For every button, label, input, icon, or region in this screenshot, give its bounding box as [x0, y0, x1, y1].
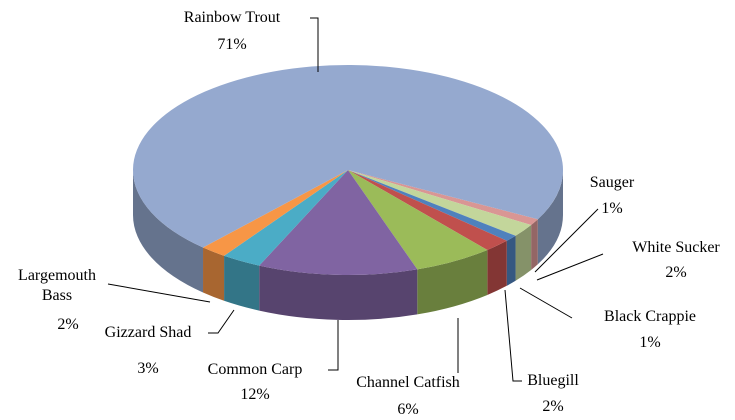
value-label: 1%: [601, 200, 623, 217]
slice: [348, 170, 507, 250]
leader-line: [310, 17, 319, 72]
leader-line: [519, 287, 573, 319]
slice: [348, 170, 516, 241]
slice: [348, 170, 532, 236]
leader-line: [534, 208, 599, 273]
category-label: White Sucker: [632, 239, 720, 256]
slice-side: [531, 219, 538, 271]
slice: [348, 170, 538, 226]
category-label: Gizzard Shad: [104, 324, 192, 341]
category-label: Black Crappie: [604, 308, 696, 325]
slice: [133, 65, 563, 248]
slice-side: [224, 255, 260, 311]
leader-line: [208, 309, 235, 334]
slice-side: [417, 249, 488, 315]
value-label: 1%: [639, 334, 661, 351]
value-label: 6%: [397, 401, 419, 418]
slice-side: [133, 170, 204, 293]
slice-side: [259, 265, 418, 321]
category-label: Common Carp: [207, 361, 303, 378]
leader-line: [107, 283, 211, 303]
value-label: 2%: [665, 264, 687, 281]
category-label: Largemouth Bass: [18, 267, 96, 304]
slice-side: [537, 170, 563, 265]
category-label: Channel Catfish: [356, 374, 460, 391]
category-label: Bluegill: [527, 372, 579, 389]
slice: [224, 170, 348, 266]
leader-line: [328, 320, 339, 371]
value-label: 12%: [240, 386, 270, 403]
leader-line: [504, 289, 522, 382]
value-label: 71%: [217, 36, 247, 53]
slice-side: [203, 247, 225, 301]
category-label: Rainbow Trout: [183, 9, 281, 26]
slice: [259, 170, 418, 276]
value-label: 2%: [57, 316, 79, 333]
leader-line: [536, 253, 604, 281]
slice-side: [515, 225, 532, 281]
value-label: 2%: [542, 398, 564, 415]
slice-side: [506, 235, 516, 286]
category-label: Sauger: [589, 174, 635, 191]
slice-side: [487, 240, 507, 295]
value-label: 3%: [137, 360, 159, 377]
slice: [203, 170, 348, 256]
slice: [348, 170, 488, 270]
